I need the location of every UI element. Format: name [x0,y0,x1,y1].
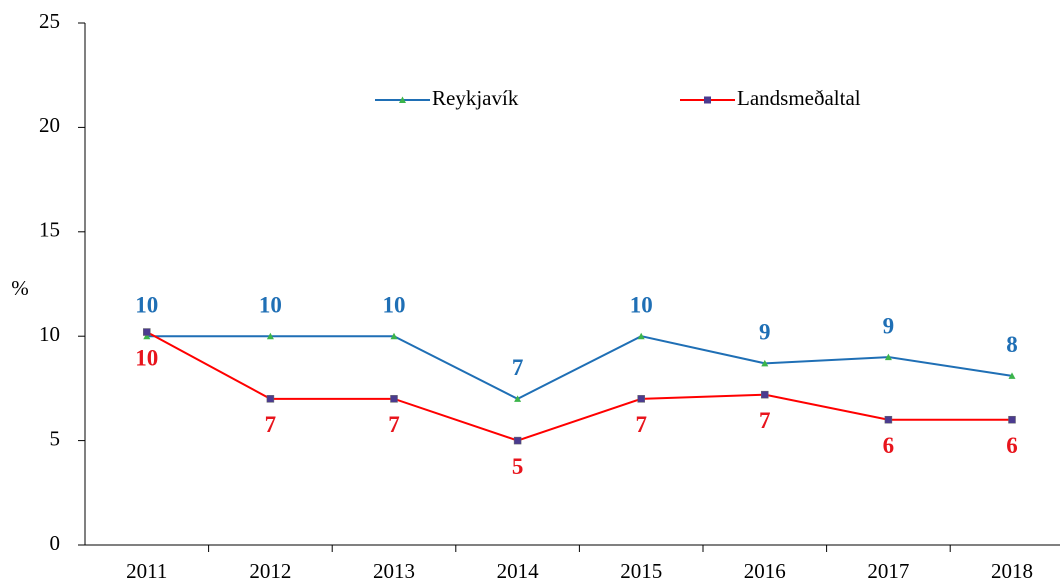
data-label: 7 [388,412,400,437]
x-tick-label: 2017 [867,559,909,583]
data-label: 9 [883,313,895,338]
marker [884,353,892,361]
y-tick-label: 15 [39,218,60,242]
marker [884,415,893,424]
legend-label: Reykjavík [432,86,519,110]
data-label: 7 [512,355,524,380]
y-axis-label: % [11,276,29,300]
marker [514,395,522,402]
marker [390,332,398,340]
marker [266,332,274,340]
data-label: 5 [512,454,524,479]
y-tick-label: 10 [39,322,60,346]
data-label: 10 [383,292,406,317]
data-label: 7 [265,412,277,437]
x-tick-label: 2015 [620,559,662,583]
data-label: 7 [759,408,771,433]
series-line [146,331,1012,442]
marker [513,436,522,445]
y-tick-label: 0 [50,531,61,555]
y-tick-label: 5 [50,426,61,450]
marker [761,359,769,367]
data-label: 10 [259,292,282,317]
data-label: 10 [135,292,158,317]
series-line [146,335,1013,400]
y-tick-label: 20 [39,113,60,137]
marker [143,328,151,336]
legend-marker [704,96,711,104]
data-label: 8 [1006,332,1018,357]
x-tick-label: 2014 [497,559,540,583]
marker [143,332,151,340]
x-tick-label: 2016 [744,559,786,583]
x-tick-label: 2013 [373,559,415,583]
marker [390,395,398,403]
x-tick-label: 2012 [249,559,291,583]
x-tick-label: 2018 [991,559,1033,583]
data-label: 10 [630,292,653,317]
data-label: 7 [635,412,647,437]
y-tick-label: 25 [39,9,60,33]
x-tick-label: 2011 [126,559,167,583]
marker [266,395,275,403]
data-label: 6 [883,433,895,458]
marker [637,395,645,403]
marker [761,390,769,399]
marker [1008,372,1016,379]
marker [1008,415,1016,424]
legend-marker [399,96,406,103]
data-label: 10 [135,345,158,370]
marker [637,332,645,340]
legend-label: Landsmeðaltal [737,86,861,110]
data-label: 6 [1006,433,1018,458]
data-label: 9 [759,320,771,345]
